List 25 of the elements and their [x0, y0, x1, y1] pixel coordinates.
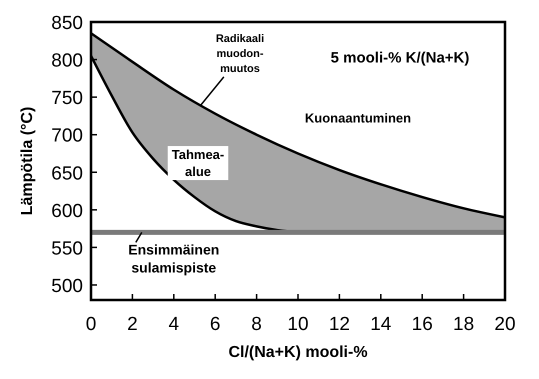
annotation: Radikaali muodon- muutos: [216, 32, 264, 75]
y-tick-label: 750: [51, 88, 83, 110]
x-tick-label: 18: [453, 314, 474, 335]
x-tick-label: 8: [251, 314, 262, 335]
x-tick-label: 2: [127, 314, 138, 335]
x-tick-label: 12: [328, 314, 350, 335]
y-tick-label: 800: [51, 50, 83, 72]
x-tick-label: 6: [210, 314, 220, 335]
y-tick-label: 550: [51, 238, 83, 260]
annotation: Kuonaantuminen: [304, 110, 412, 126]
x-tick-label: 4: [168, 314, 180, 335]
y-axis-title: Lämpötila (°C): [19, 106, 36, 216]
y-tick-label: 700: [51, 126, 83, 147]
y-tick-label: 500: [51, 276, 83, 297]
y-tick-label: 650: [51, 163, 83, 184]
x-tick-label: 20: [494, 314, 516, 335]
x-tick-label: 10: [287, 314, 309, 335]
x-tick-label: 16: [412, 314, 433, 335]
y-tick-label: 850: [51, 13, 83, 34]
x-axis-title: Cl/(Na+K) mooli-%: [228, 344, 368, 361]
x-tick-label: 0: [86, 314, 96, 335]
ref-line-label: Ensimmäinen sulamispiste: [128, 241, 220, 276]
annotation: 5 mooli-% K/(Na+K): [330, 49, 470, 66]
x-tick-label: 14: [370, 314, 392, 335]
y-tick-label: 600: [51, 200, 83, 222]
